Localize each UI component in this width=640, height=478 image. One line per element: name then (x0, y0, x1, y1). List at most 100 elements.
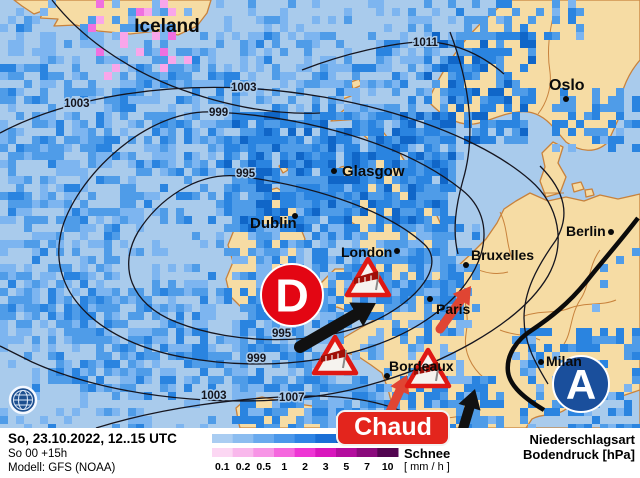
isobar-label: 1003 (64, 98, 90, 110)
precip-cells (224, 112, 456, 232)
snow-scale-segment (377, 448, 399, 457)
precip-cells (424, 32, 536, 144)
city-dot (608, 229, 614, 235)
city-dot (463, 262, 469, 268)
precip-cells (136, 32, 416, 136)
svg-text:Oslo: Oslo (549, 77, 585, 94)
svg-text:Paris: Paris (436, 301, 470, 317)
isobar-label: 1007 (279, 392, 305, 404)
legend-tick: 1 (281, 461, 287, 473)
svg-text:A: A (566, 361, 596, 408)
precip-cells (88, 0, 176, 56)
isobar-1003 (0, 86, 559, 402)
precip-cells (0, 208, 120, 344)
precip-cells (552, 128, 624, 152)
front-line (505, 216, 640, 412)
svg-text:D: D (275, 270, 309, 322)
city-label-london: London (341, 244, 400, 260)
wind-warning-triangle (311, 334, 359, 376)
wind-warning-triangle (344, 256, 392, 298)
city-dot (331, 168, 337, 174)
snow-scale-segment (356, 448, 378, 457)
isobar-label: 999 (209, 107, 228, 119)
snow-scale-segment (232, 448, 254, 457)
precip-cells (136, 32, 416, 136)
city-label-milan: Milan (538, 353, 582, 369)
legend-tick: 5 (343, 461, 349, 473)
legend-tick: 7 (364, 461, 370, 473)
precip-cells (232, 376, 504, 428)
advection-arrow (294, 302, 376, 353)
isobar-line (449, 31, 471, 255)
advection-arrow (458, 389, 481, 428)
city-label-dublin: Dublin (250, 213, 298, 232)
city-label-iceland: Iceland (134, 16, 199, 37)
map-canvas: 1011 1003 1003 999 995 995 999 1003 1007 D A Icel… (0, 0, 640, 428)
precip-cells (448, 0, 584, 40)
advection-arrow (435, 286, 471, 334)
model-run: So 00 +15h (8, 448, 68, 460)
snow-legend-label: Schnee (404, 446, 451, 461)
isobar-999 (58, 111, 485, 365)
isobar-995 (128, 175, 433, 341)
legend-tick: 10 (382, 461, 394, 473)
rain-scale-segment (274, 434, 296, 443)
svg-text:Bordeaux: Bordeaux (389, 358, 454, 374)
svg-text:Glasgow: Glasgow (342, 163, 405, 180)
model-name: Modell: GFS (NOAA) (8, 462, 116, 474)
legend-unit-label: [ mm / h ] (404, 461, 450, 473)
svg-text:Iceland: Iceland (134, 16, 199, 37)
precip-cells (232, 376, 496, 428)
isobar-label: 999 (247, 353, 266, 365)
svg-text:London: London (341, 244, 392, 260)
map-title-pressure: Bodendruck [hPa] (523, 447, 635, 462)
rain-scale-segment (212, 434, 234, 443)
wind-warning-triangle (404, 347, 452, 389)
svg-text:Bruxelles: Bruxelles (471, 247, 534, 263)
isobar-1011 (301, 41, 505, 75)
rain-scale-segment (294, 434, 316, 443)
snow-scale-segment (294, 448, 316, 457)
windsock-icon (375, 271, 380, 291)
valid-datetime: So, 23.10.2022, 12..15 UTC (8, 431, 177, 446)
isobar-1007 (95, 395, 407, 428)
svg-text:Milan: Milan (546, 353, 582, 369)
city-label-bruxelles: Bruxelles (463, 247, 534, 268)
country-border (523, 299, 617, 317)
precip-cells (136, 32, 416, 136)
precip-cells (48, 288, 336, 392)
snow-scale-segment (315, 448, 337, 457)
precip-cells (600, 248, 640, 288)
precip-cells (248, 224, 464, 320)
isobar-label: 1011 (413, 37, 439, 49)
precip-cells (392, 224, 480, 344)
snow-scale-segment (253, 448, 275, 457)
windsock-icon (342, 349, 347, 369)
precip-cells (424, 32, 536, 144)
map-area: 1011 1003 1003 999 995 995 999 1003 1007 D A Icel… (0, 0, 640, 428)
precip-cells (456, 0, 576, 40)
windsock-icon (435, 362, 440, 382)
precip-cells (96, 0, 192, 80)
city-dot (384, 373, 390, 379)
high-pressure-center: A (552, 355, 610, 413)
legend-tick: 0.5 (256, 461, 271, 473)
map-title-precip-type: Niederschlagsart (529, 432, 636, 447)
svg-text:Berlin: Berlin (566, 223, 606, 239)
precip-cells (592, 304, 600, 312)
city-label-paris: Paris (427, 296, 470, 317)
city-label-glasgow: Glasgow (331, 163, 405, 180)
isobar-label: 1003 (201, 390, 227, 402)
city-dot (538, 359, 544, 365)
svg-text:Dublin: Dublin (250, 215, 297, 232)
rain-scale-segment (315, 434, 337, 443)
city-label-berlin: Berlin (566, 223, 614, 239)
precip-cells (400, 224, 480, 336)
isobar-label: 1003 (231, 82, 257, 94)
legend-tick: 0.2 (236, 461, 251, 473)
city-dot (563, 96, 569, 102)
isobar-label: 995 (236, 168, 256, 180)
globe-logo (8, 385, 38, 415)
low-pressure-center: D (260, 263, 324, 327)
